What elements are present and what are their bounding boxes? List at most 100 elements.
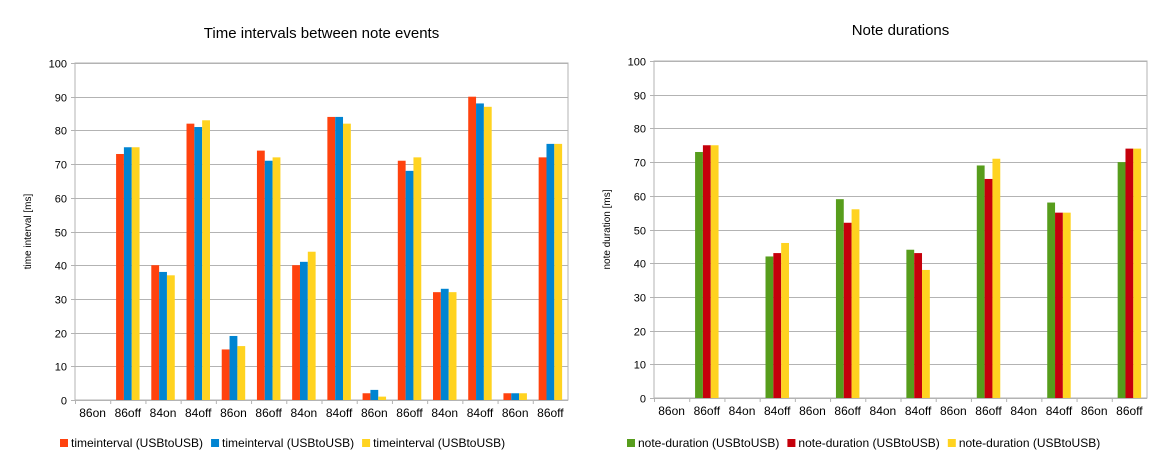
bar xyxy=(835,199,844,398)
bar xyxy=(765,256,774,398)
legend-swatch xyxy=(362,439,371,447)
bar xyxy=(229,335,238,400)
bar xyxy=(397,160,406,400)
x-tick-label: 86on xyxy=(502,406,529,420)
plot-area xyxy=(74,62,569,401)
bar xyxy=(1125,148,1134,398)
y-tick-label: 10 xyxy=(55,362,67,374)
bar xyxy=(695,151,703,398)
x-tick-label: 86on xyxy=(799,404,826,418)
legend-label: timeinterval (USBtoUSB) xyxy=(222,436,354,450)
y-tick-label: 30 xyxy=(634,293,646,305)
x-tick-label: 84on xyxy=(291,406,318,420)
x-tick-label: 84off xyxy=(326,406,353,420)
y-tick-label: 20 xyxy=(634,327,646,339)
legend-label: note-duration (USBtoUSB) xyxy=(798,436,939,450)
x-tick-label: 86off xyxy=(115,406,142,420)
x-tick-label: 86off xyxy=(694,404,721,418)
x-tick-label: 84on xyxy=(1010,404,1037,418)
y-tick-label: 70 xyxy=(55,160,67,172)
y-tick-label: 80 xyxy=(55,126,67,138)
plot-area xyxy=(653,60,1148,399)
x-tick-label: 86on xyxy=(658,404,685,418)
bar xyxy=(237,346,246,400)
bar xyxy=(440,288,449,400)
bar xyxy=(327,116,336,401)
bar xyxy=(914,253,923,398)
x-tick-label: 86on xyxy=(940,404,967,418)
x-tick-label: 84on xyxy=(150,406,177,420)
bar xyxy=(299,261,308,400)
bar xyxy=(976,165,985,398)
y-axis-label: note duration [ms] xyxy=(602,189,613,269)
legend-label: note-duration (USBtoUSB) xyxy=(638,436,779,450)
y-tick-label: 90 xyxy=(634,91,646,103)
bar xyxy=(151,265,160,400)
legend-swatch xyxy=(60,439,68,447)
time-intervals-chart: Time intervals between note events 0 10 20 3… xyxy=(23,25,569,450)
x-tick-label: 84off xyxy=(1046,404,1073,418)
x-tick-label: 84on xyxy=(729,404,756,418)
bar xyxy=(1117,162,1126,398)
bar xyxy=(256,150,265,400)
bar xyxy=(773,253,782,398)
x-tick-label: 86off xyxy=(1116,404,1143,418)
bar xyxy=(433,292,441,400)
x-tick-label: 86on xyxy=(79,406,106,420)
y-tick-label: 20 xyxy=(55,329,67,341)
bar xyxy=(1133,148,1142,398)
y-tick-label: 90 xyxy=(55,93,67,105)
bar xyxy=(264,160,273,400)
y-tick-label: 40 xyxy=(634,259,646,271)
y-tick-label: 10 xyxy=(634,360,646,372)
bar xyxy=(307,251,316,400)
bar xyxy=(343,123,351,400)
y-tick-label: 80 xyxy=(634,124,646,136)
y-tick-label: 0 xyxy=(640,394,646,406)
bar xyxy=(194,127,203,400)
bar xyxy=(992,158,1001,398)
bar xyxy=(702,145,711,398)
bar xyxy=(476,103,484,400)
bar xyxy=(131,147,140,400)
x-tick-label: 84off xyxy=(185,406,212,420)
legend-swatch xyxy=(947,439,956,447)
bar xyxy=(511,393,520,400)
note-durations-chart: Note durations 0 10 20 30 40 50 60 70 80 90 100 note… xyxy=(602,22,1148,450)
legend-swatch xyxy=(627,439,635,447)
bar xyxy=(843,222,852,398)
chart-title: Time intervals between note events xyxy=(204,25,439,42)
bar xyxy=(413,157,422,400)
y-tick-label: 50 xyxy=(55,228,67,240)
x-tick-label: 86on xyxy=(1081,404,1108,418)
bar xyxy=(1047,202,1056,398)
x-tick-label: 86off xyxy=(255,406,282,420)
bar xyxy=(503,393,512,400)
x-tick-label: 86off xyxy=(834,404,861,418)
y-tick-label: 0 xyxy=(61,396,67,408)
bar xyxy=(186,123,195,400)
y-tick-label: 30 xyxy=(55,295,67,307)
legend-swatch xyxy=(211,439,220,447)
x-tick-label: 84off xyxy=(905,404,932,418)
bar xyxy=(448,292,457,400)
bar xyxy=(123,147,132,400)
bar xyxy=(1055,212,1063,398)
legend-label: timeinterval (USBtoUSB) xyxy=(71,436,203,450)
y-tick-label: 70 xyxy=(634,158,646,170)
legend-label: note-duration (USBtoUSB) xyxy=(959,436,1100,450)
bar xyxy=(116,153,124,400)
bar xyxy=(159,271,167,400)
y-tick-label: 60 xyxy=(55,194,67,206)
bar xyxy=(362,393,371,400)
x-tick-label: 86off xyxy=(975,404,1002,418)
bar xyxy=(468,96,477,400)
bar xyxy=(781,242,789,398)
bar xyxy=(710,145,719,398)
y-tick-label: 100 xyxy=(628,57,646,69)
bar xyxy=(370,389,379,400)
bar xyxy=(272,157,281,400)
legend-swatch xyxy=(787,439,796,447)
y-tick-label: 50 xyxy=(634,226,646,238)
x-tick-label: 86on xyxy=(220,406,247,420)
